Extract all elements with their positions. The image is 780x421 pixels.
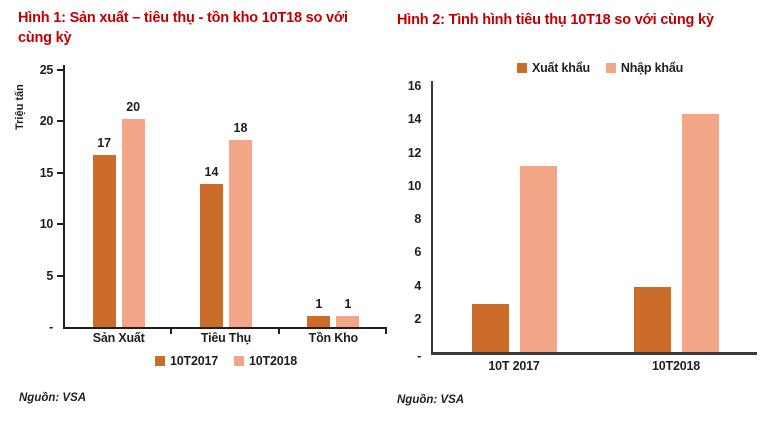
chart2-title: Hình 2: Tình hình tiêu thụ 10T18 so với … (397, 12, 714, 28)
x-axis-line (63, 327, 387, 329)
category-label: 10T2018 (652, 359, 700, 373)
y-tick-label: 5 (46, 268, 53, 283)
y-tick-label: 2 (414, 311, 421, 326)
y-tick-label: 12 (407, 145, 422, 160)
legend-item: Nhập khẩu (605, 61, 684, 75)
category-label: Tiêu Thụ (200, 331, 252, 345)
legend-swatch (155, 356, 166, 366)
legend-item: 10T2018 (234, 354, 297, 368)
category-label: Tồn Kho (308, 331, 358, 345)
chart1-y-axis-title: Triệu tấn (14, 84, 26, 130)
y-tick-mark (57, 69, 63, 71)
bar-value-label: 1 (344, 296, 352, 311)
y-tick-label: 15 (39, 165, 54, 180)
y-tick-mark (57, 120, 63, 123)
y-axis-line (431, 81, 433, 352)
bar (519, 165, 557, 352)
category-label: 10T 2017 (488, 359, 540, 373)
bar-value-label: 1 (315, 296, 323, 311)
y-tick-mark (57, 223, 63, 226)
bar-value-label: 14 (204, 165, 219, 180)
chart2-source: Nguồn: VSA (397, 394, 465, 406)
y-tick-label: 25 (39, 63, 54, 77)
legend-item: Xuất khẩu (516, 61, 590, 75)
bar (121, 119, 145, 327)
bar (229, 139, 252, 327)
legend: Xuất khẩu Nhập khẩu (516, 61, 684, 75)
y-tick-label: 6 (414, 245, 421, 260)
legend-swatch (516, 63, 527, 73)
y-axis-line (63, 65, 65, 327)
category-label: Sản Xuất (92, 331, 145, 345)
chart1-source: Nguồn: VSA (19, 392, 87, 404)
bar-value-label: 18 (233, 120, 248, 135)
y-tick-label: 10 (407, 178, 422, 193)
y-tick-mark (57, 274, 63, 277)
y-tick-label: 14 (407, 112, 422, 127)
y-tick-label: 4 (414, 278, 421, 293)
y-axis-zero-label: - (417, 349, 421, 363)
x-tick-mark (170, 327, 173, 334)
x-tick-mark (385, 327, 387, 334)
x-tick-mark (277, 327, 280, 334)
bar (471, 303, 509, 352)
legend: 10T2017 10T2018 (155, 354, 297, 368)
y-tick-label: 20 (39, 114, 54, 129)
bar (633, 287, 671, 352)
bar (200, 184, 223, 327)
y-tick-label: 16 (407, 79, 422, 93)
x-axis-line (431, 352, 757, 355)
legend-item: 10T2017 (155, 354, 218, 368)
legend-label: 10T2017 (170, 354, 218, 368)
y-axis-zero-label: - (49, 320, 53, 334)
bar (307, 315, 331, 327)
y-tick-label: 10 (39, 217, 54, 232)
legend-swatch (605, 63, 616, 73)
y-tick-label: 8 (414, 212, 421, 226)
bar-value-label: 20 (126, 100, 141, 115)
legend-label: Nhập khẩu (620, 61, 684, 75)
bar-value-label: 17 (97, 136, 112, 151)
legend-label: Xuất khẩu (531, 61, 590, 75)
y-tick-mark (57, 171, 63, 174)
bar (336, 315, 360, 327)
bar (92, 155, 116, 327)
chart1-title: Hình 1: Sản xuất – tiêu thụ - tồn kho 10… (18, 10, 348, 47)
legend-swatch (234, 356, 244, 366)
bar (681, 114, 719, 352)
legend-label: 10T2018 (249, 354, 297, 368)
